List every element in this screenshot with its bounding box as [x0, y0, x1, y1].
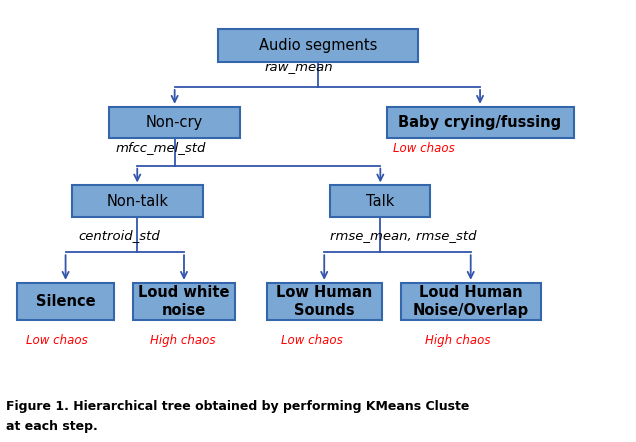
- Text: Figure 1. Hierarchical tree obtained by performing KMeans Cluste: Figure 1. Hierarchical tree obtained by …: [6, 400, 470, 413]
- FancyBboxPatch shape: [387, 107, 574, 138]
- FancyBboxPatch shape: [72, 185, 203, 217]
- Text: Low Human
Sounds: Low Human Sounds: [276, 285, 372, 318]
- Text: rmse_mean, rmse_std: rmse_mean, rmse_std: [331, 229, 477, 242]
- FancyBboxPatch shape: [132, 283, 235, 320]
- Text: centroid_std: centroid_std: [78, 229, 160, 242]
- Text: Audio segments: Audio segments: [259, 38, 377, 53]
- Text: mfcc_mel_std: mfcc_mel_std: [116, 141, 206, 154]
- Text: Loud white
noise: Loud white noise: [138, 285, 230, 318]
- Text: raw_mean: raw_mean: [265, 61, 334, 74]
- Text: High chaos: High chaos: [149, 334, 215, 347]
- Text: Loud Human
Noise/Overlap: Loud Human Noise/Overlap: [413, 285, 529, 318]
- Text: Low chaos: Low chaos: [280, 334, 342, 347]
- FancyBboxPatch shape: [401, 283, 541, 320]
- Text: at each step.: at each step.: [6, 420, 98, 433]
- FancyBboxPatch shape: [218, 29, 418, 62]
- Text: Non-cry: Non-cry: [146, 115, 204, 130]
- Text: Low chaos: Low chaos: [26, 334, 88, 347]
- Text: Non-talk: Non-talk: [106, 194, 169, 209]
- Text: High chaos: High chaos: [425, 334, 491, 347]
- Text: Silence: Silence: [36, 294, 95, 309]
- FancyBboxPatch shape: [266, 283, 382, 320]
- Text: Low chaos: Low chaos: [393, 142, 455, 155]
- FancyBboxPatch shape: [17, 283, 114, 320]
- Text: Baby crying/fussing: Baby crying/fussing: [399, 115, 562, 130]
- FancyBboxPatch shape: [331, 185, 430, 217]
- Text: Talk: Talk: [366, 194, 394, 209]
- FancyBboxPatch shape: [109, 107, 240, 138]
